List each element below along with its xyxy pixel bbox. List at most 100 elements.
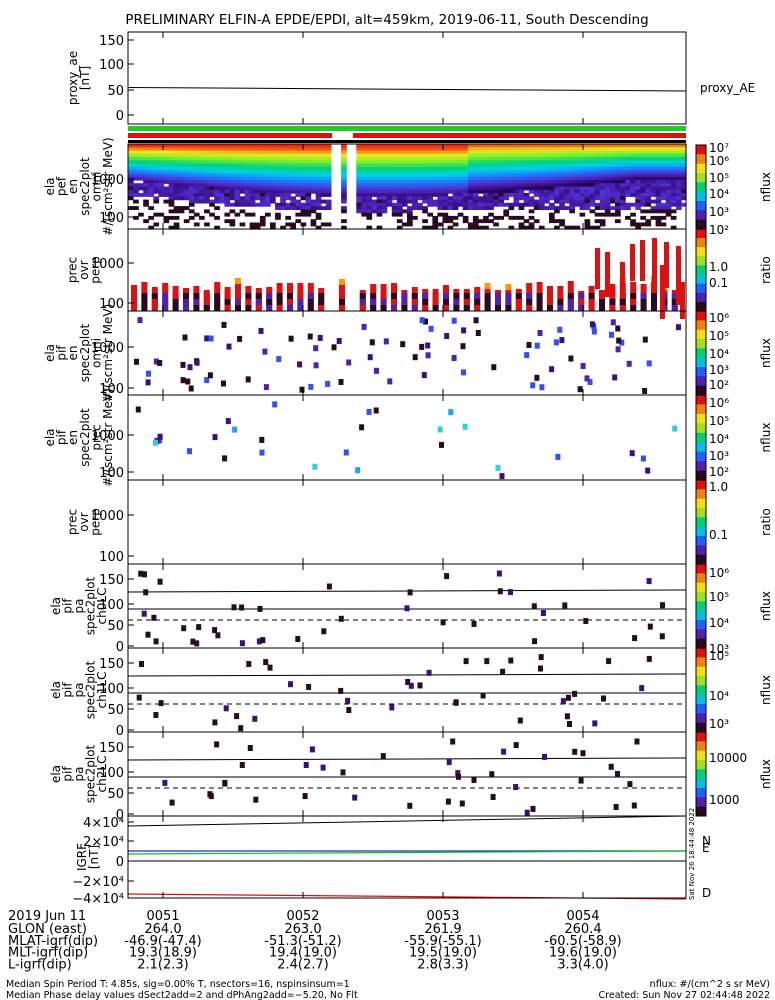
colorbar-label: 10⁴ [709,689,729,703]
spectrogram-cell [599,193,606,197]
spectrogram-cell [366,144,373,148]
spectrogram-cell [549,189,555,194]
spectrogram-cell [538,189,545,194]
spectrogram-cell [432,176,439,181]
spectrogram-cell [356,147,362,152]
colorbar-label: 0.1 [709,276,728,290]
spectrogram-cell [259,196,266,201]
spectrogram-cell [630,183,636,188]
orbit-value: -55.9(-55.1) [404,934,481,949]
spectrogram-cell [249,153,256,158]
spectrogram-cell [173,144,180,148]
spectrogram-cell [660,163,667,168]
spectrogram-cell [498,160,504,165]
spectrogram-cell [432,173,439,178]
spectrogram-cell [452,183,459,188]
flux-pixel [645,467,651,474]
spectrogram-cell [422,225,428,230]
spectrogram-cell [483,163,489,168]
spectrogram-cell [615,173,621,178]
spectrogram-cell [320,163,327,168]
colorbar-swatch [696,564,706,574]
spectrogram-cell [437,196,444,201]
spectrogram-cell [412,150,418,155]
spectrogram-cell [173,206,180,210]
spectrogram-cell [427,166,433,171]
spectrogram-cell [452,186,459,191]
spectrogram-cell [523,199,530,204]
spectrogram-cell [528,144,535,148]
flux-pixel [259,436,265,443]
spectrogram-cell [249,176,256,181]
colorbar-swatch [696,219,706,230]
spectrogram-cell [604,206,611,210]
spectrogram-cell [665,189,672,194]
spectrogram-cell [310,150,317,155]
spectrogram-cell [280,157,286,161]
spectrogram-cell [503,173,510,178]
spectrogram-cell [249,147,256,152]
spectrogram-cell [513,173,520,178]
spectrogram-cell [640,157,646,161]
spectrogram-cell [249,186,256,191]
spectrogram-cell [193,163,200,168]
spectrogram-cell [234,160,241,165]
spectrogram-cell [609,147,616,152]
flux-pixel [256,638,262,645]
spectrogram-cell [366,150,373,155]
spectrogram-cell [615,150,621,155]
spectrogram-cell [244,199,251,204]
spectrogram-cell [178,160,185,165]
spectrogram-cell [483,202,489,207]
spectrogram-cell [341,153,347,158]
spectrogram-cell [594,183,601,188]
orbit-row-label: MLAT-igrf(dip) [8,934,98,949]
spectrogram-cell [376,209,383,214]
spectrogram-cell [265,202,271,207]
spectrogram-cell [675,157,682,161]
spectrogram-cell [249,173,256,178]
spectrogram-cell [559,193,565,197]
spectrogram-cell [234,180,241,184]
spectrogram-cell [599,153,606,158]
spectrogram-cell [270,196,276,201]
spectrogram-cell [488,153,494,158]
colorbar-label: 10⁵ [709,329,729,343]
spectrogram-cell [544,196,550,201]
spectrogram-cell [508,160,515,165]
colorbar-title-text: ratio [759,508,773,536]
spectrogram-cell [549,180,555,184]
spectrogram-cell [549,202,555,207]
spectrogram-cell [386,173,393,178]
colorbar-swatch [696,229,706,239]
spectrogram-cell [457,147,464,152]
spectrogram-cell [214,189,220,194]
spectrogram-cell [300,163,307,168]
spectrogram-cell [483,219,489,224]
spectrogram-cell [315,147,322,152]
spectrogram-cell [472,199,479,204]
y-axis-label-line: prec [66,257,80,283]
ratio-bar-cell [255,299,262,305]
spectrogram-cell [604,163,611,168]
spectrogram-cell [265,189,271,194]
spectrogram-cell [498,147,504,152]
spectrogram-cell [254,180,261,184]
spectrogram-cell [584,170,591,175]
spectrogram-cell [549,215,555,220]
spectrogram-cell [138,153,144,158]
ratio-bar-cell [391,305,397,311]
colorbar-swatch [696,760,706,770]
spectrogram-cell [574,153,581,158]
spectrogram-cell [407,219,413,224]
spectrogram-cell [584,193,591,197]
spectrogram-cell [422,153,428,158]
spectrogram-cell [655,173,662,178]
spectrogram-cell [315,196,322,201]
flux-pixel [540,610,546,616]
spectrogram-cell [518,147,525,152]
spectrogram-cell [178,153,185,158]
spectrogram-cell [128,189,134,194]
colorbar-title: nflux [759,759,773,789]
spectrogram-cell [655,170,662,175]
